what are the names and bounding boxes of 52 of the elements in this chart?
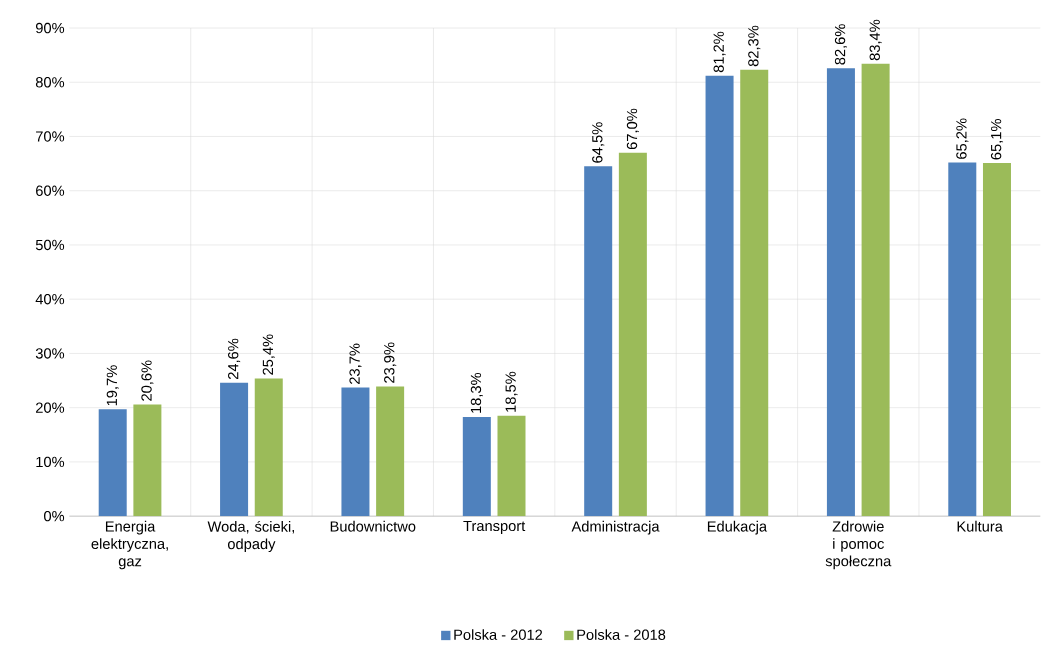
bar [861, 64, 890, 517]
data-label: 23,9% [384, 342, 397, 384]
bar [584, 166, 613, 517]
bar [705, 75, 734, 517]
x-tick-label: Zdrowie i pomoc społeczna [825, 521, 892, 570]
data-label: 82,3% [748, 26, 761, 67]
bar [618, 152, 647, 517]
bar [948, 162, 977, 517]
bar [98, 409, 127, 517]
x-tick-label: Edukacja [707, 521, 768, 535]
bar [740, 70, 769, 517]
bar [341, 387, 370, 517]
bar [254, 378, 283, 517]
data-label: 18,3% [470, 373, 483, 414]
data-label: 81,2% [713, 31, 726, 73]
data-label: 82,6% [834, 24, 847, 65]
x-tick-label: Transport [463, 521, 526, 535]
bar [133, 404, 162, 517]
bar [462, 417, 491, 517]
bar [826, 68, 855, 517]
y-tick-label: 20% [36, 402, 65, 414]
data-label: 65,2% [956, 118, 969, 160]
y-tick-label: 90% [35, 23, 65, 34]
bar [982, 163, 1011, 517]
data-label: 23,7% [349, 343, 362, 385]
y-tick-label: 30% [35, 348, 65, 359]
x-tick-label: Kultura [957, 521, 1003, 532]
data-label: 20,6% [141, 360, 154, 401]
x-tick-label: Woda, ścieki, odpady [207, 521, 294, 553]
data-label: 25,4% [262, 334, 275, 375]
y-tick-label: 50% [35, 240, 65, 251]
y-tick-label: 60% [36, 185, 65, 197]
x-tick-label: Energia elektryczna, gaz [91, 521, 168, 570]
data-label: 64,5% [592, 122, 605, 163]
y-tick-label: 10% [36, 456, 65, 468]
y-tick-label: 40% [35, 294, 65, 305]
legend-label: Polska - 2012 [454, 629, 543, 641]
data-label: 83,4% [869, 20, 882, 61]
y-tick-label: 80% [35, 77, 65, 88]
y-tick-label: 70% [36, 131, 65, 142]
data-label: 18,5% [505, 372, 518, 413]
x-tick-label: Budownictwo [330, 521, 416, 532]
bar [497, 416, 526, 517]
bar [376, 386, 405, 517]
bar [220, 382, 249, 517]
data-label: 65,1% [990, 119, 1004, 160]
data-label: 24,6% [228, 338, 241, 380]
data-label: 67,0% [626, 109, 639, 150]
legend-label: Polska - 2018 [577, 629, 666, 641]
data-label: 19,7% [106, 365, 119, 406]
x-tick-label: Administracja [571, 521, 660, 535]
y-tick-label: 0% [44, 511, 65, 522]
